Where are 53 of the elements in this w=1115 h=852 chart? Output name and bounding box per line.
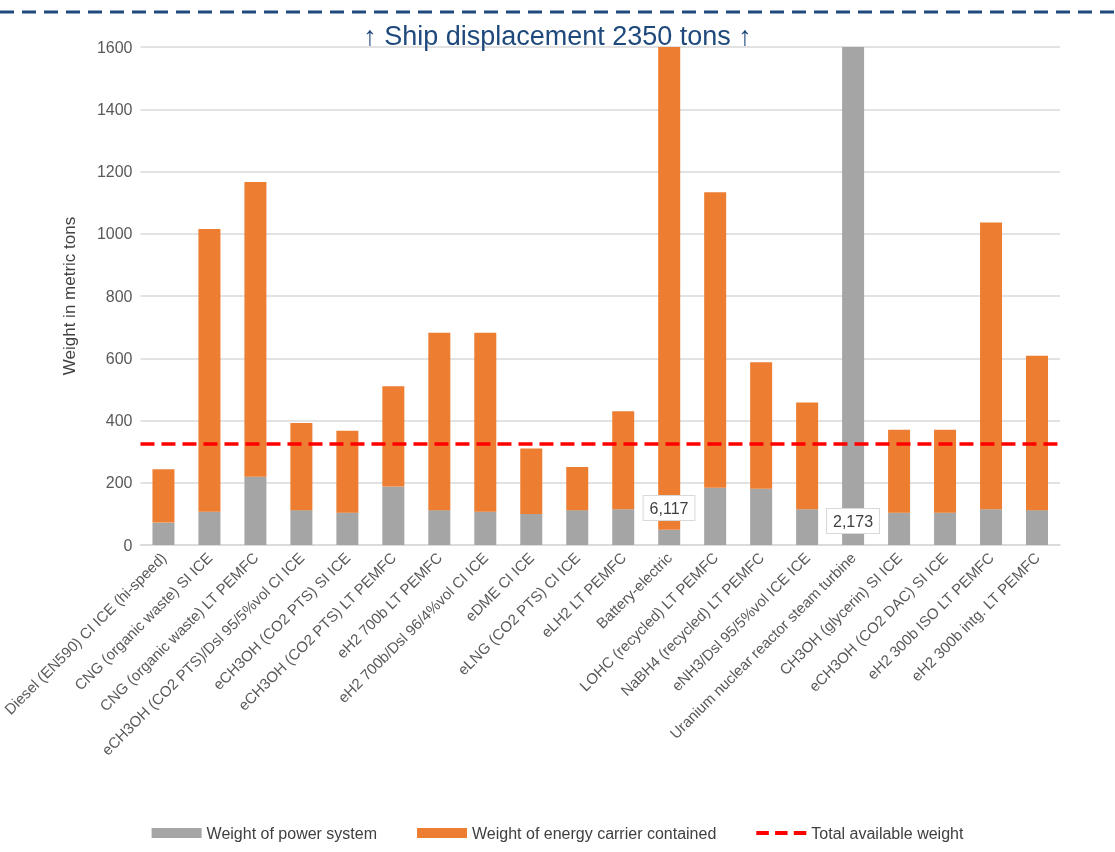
bar	[796, 402, 819, 510]
bar	[888, 512, 911, 545]
y-tick-label: 1600	[96, 38, 133, 56]
bar	[796, 509, 819, 545]
y-axis-title: Weight in metric tons	[60, 216, 80, 376]
bar	[520, 513, 543, 545]
bar	[382, 386, 405, 487]
bar	[704, 192, 727, 488]
bar	[474, 332, 497, 512]
bar	[1026, 355, 1049, 511]
bar	[704, 487, 727, 545]
bar	[198, 229, 221, 512]
annotation: 2,173	[832, 512, 874, 530]
y-tick-label: 1400	[96, 100, 133, 118]
annotation: ↑ Ship displacement 2350 tons ↑	[363, 20, 752, 51]
legend-label: Weight of power system	[206, 824, 378, 842]
bar	[934, 429, 957, 513]
bar	[244, 182, 267, 477]
bar	[474, 511, 497, 545]
y-tick-label: 1000	[96, 225, 133, 243]
y-tick-label: 1200	[96, 163, 133, 180]
bar	[152, 522, 175, 545]
bar	[888, 429, 911, 513]
bar	[428, 510, 451, 545]
bar	[336, 512, 359, 545]
bar	[1026, 510, 1049, 545]
y-tick-label: 800	[105, 287, 133, 305]
bar	[382, 486, 405, 545]
bar	[290, 422, 313, 511]
bar	[566, 510, 589, 545]
annotation: 6,117	[649, 499, 689, 517]
legend-label: Weight of energy carrier contained	[472, 824, 717, 842]
bar	[566, 466, 589, 511]
bar	[750, 488, 773, 545]
bar	[428, 332, 451, 511]
y-tick-label: 600	[105, 349, 133, 367]
bar	[336, 430, 359, 513]
legend-label: Total available weight	[811, 824, 964, 842]
y-tick-label: 400	[105, 412, 133, 429]
bar	[612, 411, 635, 510]
bar	[934, 512, 957, 545]
bar	[198, 511, 221, 545]
y-tick-label: 200	[105, 474, 133, 492]
bar	[520, 448, 543, 514]
bar	[980, 222, 1003, 510]
bar	[244, 476, 267, 545]
bar	[612, 509, 635, 545]
bar	[290, 510, 313, 545]
bar	[980, 509, 1003, 545]
bar	[750, 362, 773, 489]
bar	[658, 529, 681, 545]
y-tick-label: 0	[123, 536, 133, 554]
bar	[152, 469, 175, 523]
